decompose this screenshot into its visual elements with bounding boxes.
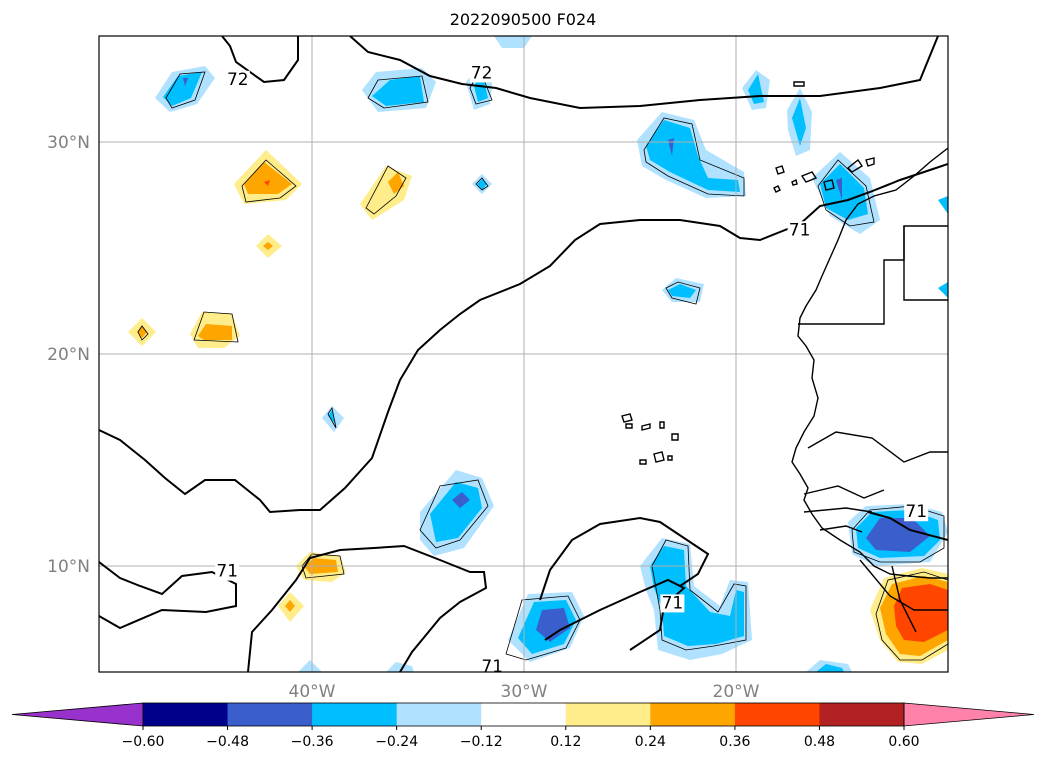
contour-label-bg bbox=[469, 64, 494, 83]
colorbar-bin bbox=[227, 703, 313, 726]
thin-contours bbox=[137, 69, 948, 661]
lat-label-10n: 10°N bbox=[47, 557, 90, 577]
colorbar-bin bbox=[565, 703, 651, 726]
colorbar-extend-high bbox=[903, 702, 1035, 727]
contour-label: 71 bbox=[905, 502, 927, 522]
contour-label: 71 bbox=[216, 562, 238, 582]
colorbar-bin bbox=[312, 703, 398, 726]
contour-label-bg bbox=[215, 562, 240, 581]
graticule bbox=[99, 36, 948, 672]
contour-label: 71 bbox=[662, 593, 684, 613]
map-area: 72 72 72 71 71 71 71 71 bbox=[99, 21, 948, 677]
colorbar-bin bbox=[819, 703, 905, 726]
colorbar-extend-low bbox=[11, 702, 144, 727]
colorbar-frame bbox=[142, 702, 905, 727]
colorbar-tick-label: 0.48 bbox=[804, 734, 835, 750]
contour-label-bg bbox=[834, 36, 859, 40]
map-title: 2022090500 F024 bbox=[450, 10, 597, 29]
lat-label-20n: 20°N bbox=[47, 345, 90, 365]
contour-label: 72 bbox=[471, 63, 493, 83]
colorbar-tick-label: −0.12 bbox=[460, 734, 503, 750]
lat-label-30n: 30°N bbox=[47, 133, 90, 153]
colorbar-tick-label: −0.36 bbox=[291, 734, 334, 750]
contour-label-bg bbox=[225, 70, 250, 89]
contour-label-bg bbox=[480, 658, 505, 672]
colorbar-tick-label: 0.60 bbox=[888, 734, 919, 750]
main-contours bbox=[99, 36, 948, 672]
lon-axis: 40°W 30°W 20°W bbox=[289, 682, 760, 702]
contour-label: 71 bbox=[789, 220, 811, 240]
colorbar-bin bbox=[650, 703, 736, 726]
contour-label: 72 bbox=[835, 21, 857, 41]
lon-label-30w: 30°W bbox=[501, 682, 548, 702]
colorbar-tick-label: 0.12 bbox=[550, 734, 581, 750]
anomaly-shading bbox=[128, 36, 948, 672]
contour-label-bg bbox=[787, 221, 812, 240]
colorbar-bin bbox=[481, 703, 567, 726]
contour-label: 72 bbox=[227, 70, 249, 90]
colorbar-tick-label: −0.48 bbox=[206, 734, 249, 750]
colorbar-tick-label: 0.36 bbox=[719, 734, 750, 750]
colorbar-bin bbox=[734, 703, 820, 726]
colorbar-bin bbox=[396, 703, 482, 726]
lon-label-20w: 20°W bbox=[713, 682, 760, 702]
colorbar-tick-label: 0.24 bbox=[635, 734, 666, 750]
map-frame bbox=[98, 35, 949, 673]
contour-labels: 72 72 72 71 71 71 71 71 bbox=[215, 21, 929, 677]
colorbar-tick-label: −0.24 bbox=[375, 734, 418, 750]
lat-axis: 30°N 20°N 10°N bbox=[47, 133, 90, 577]
coastlines bbox=[621, 81, 948, 633]
contour-label: 71 bbox=[481, 657, 503, 677]
colorbar: −0.60 −0.48 −0.36 −0.24 −0.12 0.12 0.24 0.36 0.4… bbox=[11, 702, 1035, 750]
contour-label-bg bbox=[904, 503, 929, 522]
colorbar-bin bbox=[143, 703, 229, 726]
colorbar-tick-label: −0.60 bbox=[122, 734, 165, 750]
contour-label-bg bbox=[660, 594, 685, 613]
lon-label-40w: 40°W bbox=[289, 682, 336, 702]
